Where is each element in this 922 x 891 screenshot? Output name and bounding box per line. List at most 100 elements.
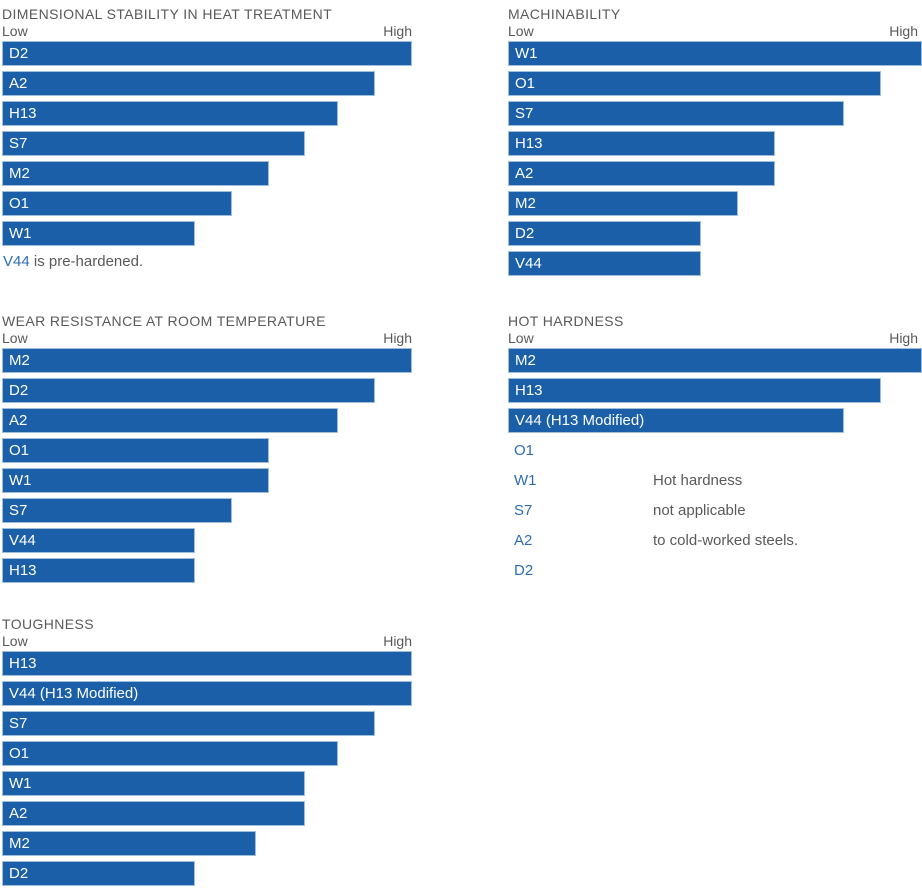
- bar-label: A2: [515, 165, 534, 182]
- steel-label-list: O1 W1 Hot hardness S7 not applicable A2 to col…: [508, 438, 918, 583]
- chart-title: WEAR RESISTANCE AT ROOM TEMPERATURE: [2, 313, 326, 329]
- bar-label: S7: [9, 135, 28, 152]
- axis-high-label: High: [889, 23, 918, 39]
- bar-row: O1: [2, 741, 412, 766]
- axis-row: Low High: [2, 633, 412, 649]
- bar-a2: A2: [2, 71, 376, 96]
- annotation-line: Hot hardness: [653, 472, 743, 489]
- bar-label: A2: [9, 412, 28, 429]
- bar-row: V44 (H13 Modified): [2, 681, 412, 706]
- bar-m2: M2: [2, 348, 412, 373]
- axis-row: Low High: [2, 23, 412, 39]
- bar-label: V44: [515, 255, 542, 272]
- bar-row: A2: [508, 161, 918, 186]
- bar-label: V44: [9, 532, 36, 549]
- bar-label: W1: [9, 775, 32, 792]
- bar-label: D2: [515, 225, 535, 242]
- bar-d2: D2: [2, 41, 412, 66]
- axis-row: Low High: [2, 330, 412, 346]
- chart-wear-resistance: WEAR RESISTANCE AT ROOM TEMPERATURE Low Hi…: [2, 312, 412, 588]
- bar-o1: O1: [508, 71, 882, 96]
- bar-label: D2: [9, 865, 29, 882]
- bar-w1: W1: [2, 468, 269, 493]
- bar-row: D2: [2, 861, 412, 886]
- bar-row: M2: [2, 348, 412, 373]
- axis-high-label: High: [889, 330, 918, 346]
- bar-o1: O1: [2, 438, 269, 463]
- bar-row: V44: [2, 528, 412, 553]
- bar-label: M2: [9, 352, 30, 369]
- bar-label: D2: [9, 382, 29, 399]
- bar-label: W1: [515, 45, 538, 62]
- bar-label: S7: [9, 502, 28, 519]
- bar-label: A2: [9, 75, 28, 92]
- chart-dimensional-stability: DIMENSIONAL STABILITY IN HEAT TREATMENT L…: [2, 5, 412, 271]
- steel-label: O1: [514, 442, 535, 459]
- chart-toughness: TOUGHNESS Low High H13 V44 (H13 Modified) S7 O…: [2, 615, 412, 891]
- axis-high-label: High: [383, 330, 412, 346]
- bar-v44: V44 (H13 Modified): [2, 681, 412, 706]
- steel-row-s7: S7 not applicable: [508, 498, 918, 523]
- chart-hot-hardness: HOT HARDNESS Low High M2 H13 V44 (H13 Modifie…: [508, 312, 922, 588]
- bar-m2: M2: [508, 348, 922, 373]
- bar-w1: W1: [2, 221, 195, 246]
- bar-row: M2: [2, 161, 412, 186]
- steel-row-a2: A2 to cold-worked steels.: [508, 528, 918, 553]
- annotation-line: to cold-worked steels.: [653, 532, 799, 549]
- bar-row: W1: [508, 41, 922, 66]
- bar-label: M2: [515, 352, 536, 369]
- bar-row: V44 (H13 Modified): [508, 408, 918, 433]
- steel-label: W1: [514, 472, 537, 489]
- axis-low-label: Low: [508, 23, 534, 39]
- bar-h13: H13: [508, 378, 882, 403]
- bar-label: S7: [515, 105, 534, 122]
- bar-row: O1: [2, 438, 412, 463]
- bar-group: M2 D2 A2 O1 W1 S7 V44 H13: [2, 348, 412, 583]
- note-steel-name: V44: [3, 253, 30, 270]
- bar-label: H13: [515, 382, 543, 399]
- bar-w1: W1: [508, 41, 922, 66]
- bar-label: W1: [9, 472, 32, 489]
- bar-row: H13: [2, 651, 412, 676]
- bar-row: H13: [508, 378, 918, 403]
- bar-label: V44 (H13 Modified): [9, 685, 139, 702]
- bar-label: O1: [9, 195, 30, 212]
- bar-row: D2: [508, 221, 918, 246]
- bar-row: A2: [2, 408, 412, 433]
- bar-row: W1: [2, 771, 412, 796]
- bar-h13: H13: [508, 131, 775, 156]
- bar-a2: A2: [2, 801, 306, 826]
- axis-low-label: Low: [508, 330, 534, 346]
- bar-group: M2 H13 V44 (H13 Modified): [508, 348, 922, 433]
- bar-label: V44 (H13 Modified): [515, 412, 645, 429]
- bar-o1: O1: [2, 191, 232, 216]
- bar-a2: A2: [2, 408, 339, 433]
- bar-row: H13: [2, 101, 412, 126]
- bar-row: S7: [2, 711, 412, 736]
- bar-m2: M2: [508, 191, 738, 216]
- bar-s7: S7: [2, 498, 232, 523]
- chart-title: MACHINABILITY: [508, 6, 621, 22]
- bar-label: O1: [9, 442, 30, 459]
- steel-row-w1: W1 Hot hardness: [508, 468, 918, 493]
- annotation-line: not applicable: [653, 502, 746, 519]
- bar-v44: V44: [2, 528, 195, 553]
- bar-label: O1: [515, 75, 536, 92]
- bar-d2: D2: [2, 378, 376, 403]
- axis-low-label: Low: [2, 23, 28, 39]
- bar-label: W1: [9, 225, 32, 242]
- chart-note: V44 is pre-hardened.: [2, 253, 412, 271]
- bar-group: W1 O1 S7 H13 A2 M2 D2 V44: [508, 41, 922, 276]
- bar-row: M2: [508, 191, 918, 216]
- bar-label: M2: [515, 195, 536, 212]
- axis-row: Low High: [508, 330, 918, 346]
- bar-row: W1: [2, 221, 412, 246]
- bar-row: W1: [2, 468, 412, 493]
- bar-a2: A2: [508, 161, 775, 186]
- bar-row: H13: [508, 131, 918, 156]
- bar-row: A2: [2, 801, 412, 826]
- bar-label: D2: [9, 45, 29, 62]
- axis-high-label: High: [383, 633, 412, 649]
- bar-row: D2: [2, 378, 412, 403]
- bar-m2: M2: [2, 831, 257, 856]
